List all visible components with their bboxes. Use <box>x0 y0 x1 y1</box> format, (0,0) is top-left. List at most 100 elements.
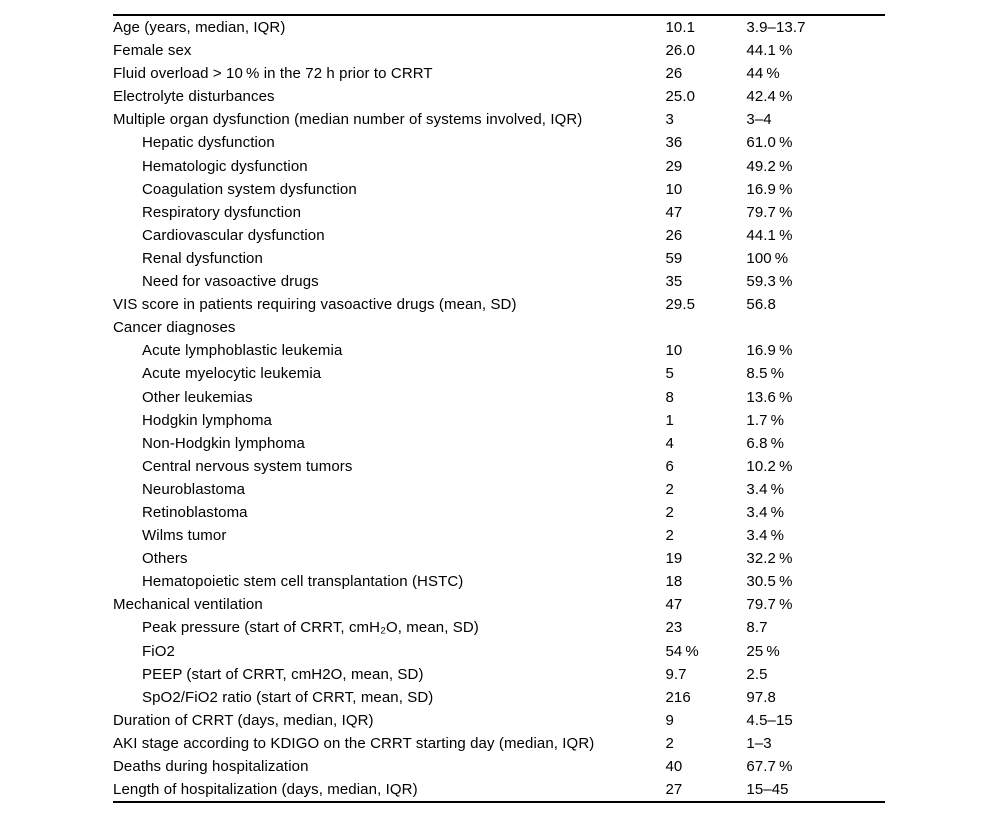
row-value-1: 36 <box>665 134 683 152</box>
row-value-1: 10 <box>665 180 683 198</box>
table-row: Multiple organ dysfunction (median numbe… <box>113 108 885 131</box>
table-row: Electrolyte disturbances 25.0 42.4 % <box>113 85 885 108</box>
row-label: Renal dysfunction <box>142 249 263 267</box>
row-value-1: 29 <box>665 157 683 175</box>
row-value-2: 44.1 % <box>746 42 793 60</box>
row-value-1: 1 <box>665 411 674 429</box>
row-value-2: 3.4 % <box>746 480 785 498</box>
row-value-2: 59.3 % <box>746 273 793 291</box>
table-row: Length of hospitalization (days, median,… <box>113 778 885 802</box>
table-row: Deaths during hospitalization 40 67.7 % <box>113 755 885 778</box>
row-label: SpO2/FiO2 ratio (start of CRRT, mean, SD… <box>142 688 434 706</box>
row-label: Other leukemias <box>142 388 253 406</box>
row-value-2 <box>746 316 885 339</box>
row-label: Need for vasoactive drugs <box>142 273 319 291</box>
row-label: Length of hospitalization (days, median,… <box>113 781 418 799</box>
table-row: Renal dysfunction 59 100 % <box>113 247 885 270</box>
table-row: FiO2 54 % 25 % <box>113 640 885 663</box>
row-label: Hepatic dysfunction <box>142 134 275 152</box>
table-row: Cancer diagnoses <box>113 316 885 339</box>
row-label: Electrolyte disturbances <box>113 88 275 106</box>
row-label: Age (years, median, IQR) <box>113 19 286 36</box>
row-value-1: 5 <box>665 365 674 383</box>
row-value-1: 9 <box>665 711 674 729</box>
row-value-2: 3.4 % <box>746 503 785 521</box>
row-value-2: 3.4 % <box>746 527 785 545</box>
table-row: Respiratory dysfunction 47 79.7 % <box>113 201 885 224</box>
table-row: Peak pressure (start of CRRT, cmH₂O, mea… <box>113 616 885 639</box>
row-value-2: 44.1 % <box>746 226 793 244</box>
table-row: Wilms tumor 2 3.4 % <box>113 524 885 547</box>
row-value-2: 6.8 % <box>746 434 785 452</box>
row-value-2: 56.8 <box>746 296 776 314</box>
table-row: Mechanical ventilation 47 79.7 % <box>113 593 885 616</box>
table-body: Age (years, median, IQR) 10.1 3.9–13.7 Fema… <box>113 15 885 802</box>
row-value-1: 8 <box>665 388 674 406</box>
row-label: Peak pressure (start of CRRT, cmH₂O, mea… <box>142 619 479 637</box>
table-row: Female sex 26.0 44.1 % <box>113 39 885 62</box>
row-value-2: 1.7 % <box>746 411 785 429</box>
table-row: Neuroblastoma 2 3.4 % <box>113 478 885 501</box>
table-row: Age (years, median, IQR) 10.1 3.9–13.7 <box>113 15 885 39</box>
row-label: Cardiovascular dysfunction <box>142 226 325 244</box>
table-row: Other leukemias 8 13.6 % <box>113 386 885 409</box>
row-label: Hematopoietic stem cell transplantation … <box>142 573 464 591</box>
row-label: Hodgkin lymphoma <box>142 411 272 429</box>
row-value-2: 2.5 <box>746 665 768 683</box>
row-value-1: 27 <box>665 781 683 799</box>
table-row: Non-Hodgkin lymphoma 4 6.8 % <box>113 432 885 455</box>
row-value-2: 13.6 % <box>746 388 793 406</box>
row-label: AKI stage according to KDIGO on the CRRT… <box>113 734 595 752</box>
row-value-2: 1–3 <box>746 734 772 752</box>
table-container: Age (years, median, IQR) 10.1 3.9–13.7 Fema… <box>113 14 885 804</box>
table-row: Coagulation system dysfunction 10 16.9 % <box>113 178 885 201</box>
row-label: Neuroblastoma <box>142 480 246 498</box>
row-value-1: 6 <box>665 457 674 475</box>
row-value-2: 25 % <box>746 642 780 660</box>
row-value-1: 25.0 <box>665 88 696 106</box>
row-label: Central nervous system tumors <box>142 457 353 475</box>
row-value-2: 16.9 % <box>746 342 793 360</box>
table-row: AKI stage according to KDIGO on the CRRT… <box>113 732 885 755</box>
row-value-1: 40 <box>665 758 683 775</box>
row-value-2: 8.5 % <box>746 365 785 383</box>
row-label: Female sex <box>113 42 192 60</box>
row-label: Acute myelocytic leukemia <box>142 365 322 383</box>
row-value-1: 23 <box>665 619 683 637</box>
table-row: Central nervous system tumors 6 10.2 % <box>113 455 885 478</box>
row-label: Multiple organ dysfunction (median numbe… <box>113 111 583 129</box>
table-row: Acute myelocytic leukemia 5 8.5 % <box>113 362 885 385</box>
row-value-2: 4.5–15 <box>746 711 793 729</box>
table-row: Hepatic dysfunction 36 61.0 % <box>113 131 885 154</box>
row-label: Retinoblastoma <box>142 503 248 521</box>
row-label: Duration of CRRT (days, median, IQR) <box>113 711 374 729</box>
table-row: Hematopoietic stem cell transplantation … <box>113 570 885 593</box>
row-value-1 <box>665 316 746 339</box>
row-label: Non-Hodgkin lymphoma <box>142 434 305 452</box>
table-row: Acute lymphoblastic leukemia 10 16.9 % <box>113 339 885 362</box>
row-label: Respiratory dysfunction <box>142 203 302 221</box>
row-value-1: 54 % <box>665 642 699 660</box>
row-label: Coagulation system dysfunction <box>142 180 357 198</box>
row-label: Cancer diagnoses <box>113 319 236 337</box>
row-value-1: 4 <box>665 434 674 452</box>
row-value-1: 3 <box>665 111 674 129</box>
row-value-2: 16.9 % <box>746 180 793 198</box>
row-value-1: 9.7 <box>665 665 687 683</box>
row-label: Others <box>142 550 188 568</box>
table-row: Retinoblastoma 2 3.4 % <box>113 501 885 524</box>
row-label: Wilms tumor <box>142 527 227 545</box>
table-row: Duration of CRRT (days, median, IQR) 9 4.5… <box>113 709 885 732</box>
row-value-1: 18 <box>665 573 683 591</box>
table-row: Others 19 32.2 % <box>113 547 885 570</box>
row-value-1: 10 <box>665 342 683 360</box>
row-value-1: 26 <box>665 65 683 83</box>
row-label: Deaths during hospitalization <box>113 758 309 775</box>
row-value-2: 15–45 <box>746 781 789 799</box>
row-value-2: 61.0 % <box>746 134 793 152</box>
row-label: FiO2 <box>142 642 175 660</box>
row-value-2: 8.7 <box>746 619 768 637</box>
table-row: SpO2/FiO2 ratio (start of CRRT, mean, SD… <box>113 686 885 709</box>
row-value-2: 3–4 <box>746 111 772 129</box>
row-value-2: 79.7 % <box>746 596 793 614</box>
